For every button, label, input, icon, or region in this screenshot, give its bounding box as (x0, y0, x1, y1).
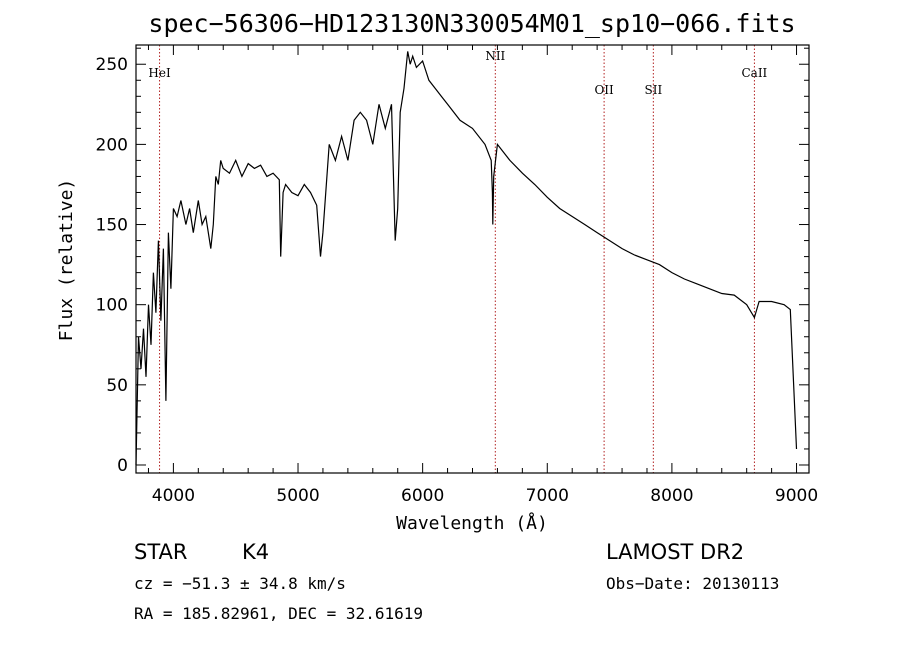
x-tick-label: 5000 (276, 486, 319, 506)
x-axis-label: Wavelength (Å) (396, 512, 548, 534)
y-tick-label: 0 (117, 456, 128, 476)
y-tick-label: 100 (96, 296, 128, 316)
spectrum-line (135, 51, 798, 466)
y-tick-label: 200 (96, 135, 128, 155)
y-tick-label: 50 (106, 376, 128, 396)
reference-label-hei: HeI (148, 66, 171, 80)
plot-frame (135, 44, 810, 474)
reference-label-oii: OII (594, 83, 614, 97)
reference-label-caii: CaII (741, 66, 767, 80)
x-tick-label: 9000 (775, 486, 818, 506)
y-tick-label: 250 (96, 55, 128, 75)
x-tick-label: 4000 (152, 486, 195, 506)
survey-label: LAMOST DR2 (606, 540, 744, 564)
x-tick-label: 7000 (526, 486, 569, 506)
x-tick-label: 8000 (650, 486, 693, 506)
reference-lines (159, 45, 755, 473)
class-label: STAR (134, 540, 187, 564)
subclass-label: K4 (242, 540, 269, 564)
reference-label-nii: NII (485, 49, 505, 63)
x-tick-label: 6000 (401, 486, 444, 506)
obs-date-label: Obs−Date: 20130113 (606, 574, 779, 593)
y-axis-ticks: 0 50 100 150 200 250 (96, 47, 809, 476)
cz-label: cz = −51.3 ± 34.8 km/s (134, 574, 346, 593)
reference-label-sii: SII (644, 83, 662, 97)
y-axis-label: Flux (relative) (56, 179, 77, 342)
x-axis-ticks: 4000 5000 6000 7000 8000 9000 (147, 45, 818, 506)
coords-label: RA = 185.82961, DEC = 32.61619 (134, 604, 423, 623)
reference-line-labels: HeI NII OII SII CaII (148, 49, 767, 97)
chart-title: spec−56306−HD123130N330054M01_sp10−066.f… (148, 9, 795, 38)
y-tick-label: 150 (96, 216, 128, 236)
